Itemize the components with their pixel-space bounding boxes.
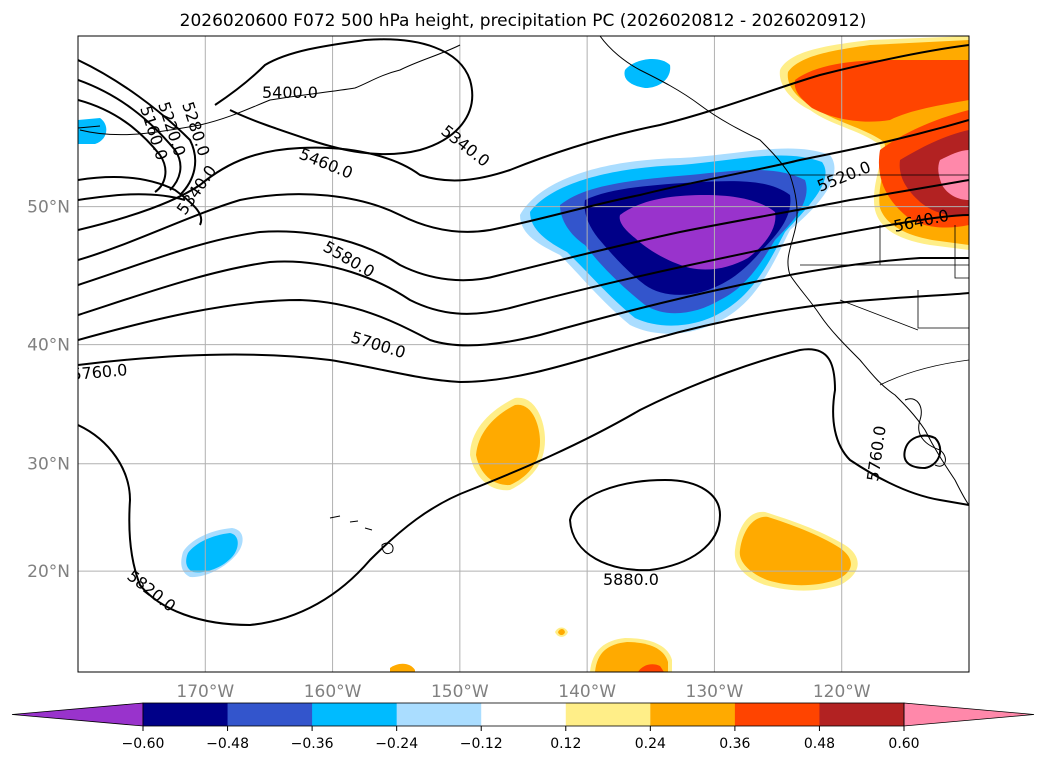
borders (790, 174, 969, 386)
colorbar-segment (481, 703, 567, 726)
colorbar-tick-label: −0.12 (460, 736, 503, 752)
colorbar-segment (819, 703, 905, 726)
figure-title: 2026020600 F072 500 hPa height, precipit… (180, 11, 867, 31)
colorbar-tick-label: 0.12 (550, 736, 581, 752)
contour-label: 5760.0 (71, 360, 128, 384)
colorbar-segment (565, 703, 651, 726)
colorbar-segment (650, 703, 736, 726)
colorbar-tick-label: −0.24 (375, 736, 418, 752)
longitude-tick-label: 140°W (558, 682, 616, 702)
longitude-tick-label: 160°W (304, 682, 362, 702)
height-contours (78, 38, 969, 627)
map-gridlines (78, 36, 969, 672)
latitude-tick-label: 40°N (27, 336, 70, 356)
colorbar-tick-label: 0.60 (888, 736, 919, 752)
colorbar-segment (227, 703, 313, 726)
latitude-ticks: 50°N 40°N 30°N 20°N (27, 198, 70, 583)
colorbar-extend-max (903, 702, 1035, 727)
latitude-tick-label: 50°N (27, 198, 70, 218)
colorbar-segment (734, 703, 820, 726)
colorbar-tick-label: −0.36 (291, 736, 334, 752)
contour-label: 5400.0 (262, 83, 318, 102)
colorbar-segment (312, 703, 398, 726)
colorbar-border (142, 702, 905, 727)
colorbar-tick-label: −0.60 (122, 736, 165, 752)
colorbar-tick-label: 0.36 (719, 736, 750, 752)
colorbar-extend-min (11, 702, 144, 727)
latitude-tick-label: 20°N (27, 562, 70, 582)
colorbar-segment (396, 703, 482, 726)
longitude-tick-label: 120°W (813, 682, 871, 702)
map-frame (77, 35, 970, 673)
colorbar-tick-label: −0.48 (206, 736, 249, 752)
colorbar: −0.60 −0.48 −0.36 −0.24 −0.12 0.12 0.24 0.36 0.4… (11, 702, 1035, 752)
colorbar-tick-label: 0.48 (804, 736, 835, 752)
map-content: 5400.0 5340.0 5280.0 5220.0 5160.0 5340.… (71, 36, 969, 672)
longitude-tick-label: 170°W (176, 682, 234, 702)
colorbar-segment (143, 703, 229, 726)
contour-label: 5880.0 (603, 570, 659, 589)
colorbar-tick-label: 0.24 (635, 736, 666, 752)
longitude-tick-label: 150°W (431, 682, 489, 702)
latitude-tick-label: 30°N (27, 455, 70, 475)
longitude-ticks: 170°W 160°W 150°W 140°W 130°W 120°W (176, 682, 870, 702)
longitude-tick-label: 130°W (686, 682, 744, 702)
